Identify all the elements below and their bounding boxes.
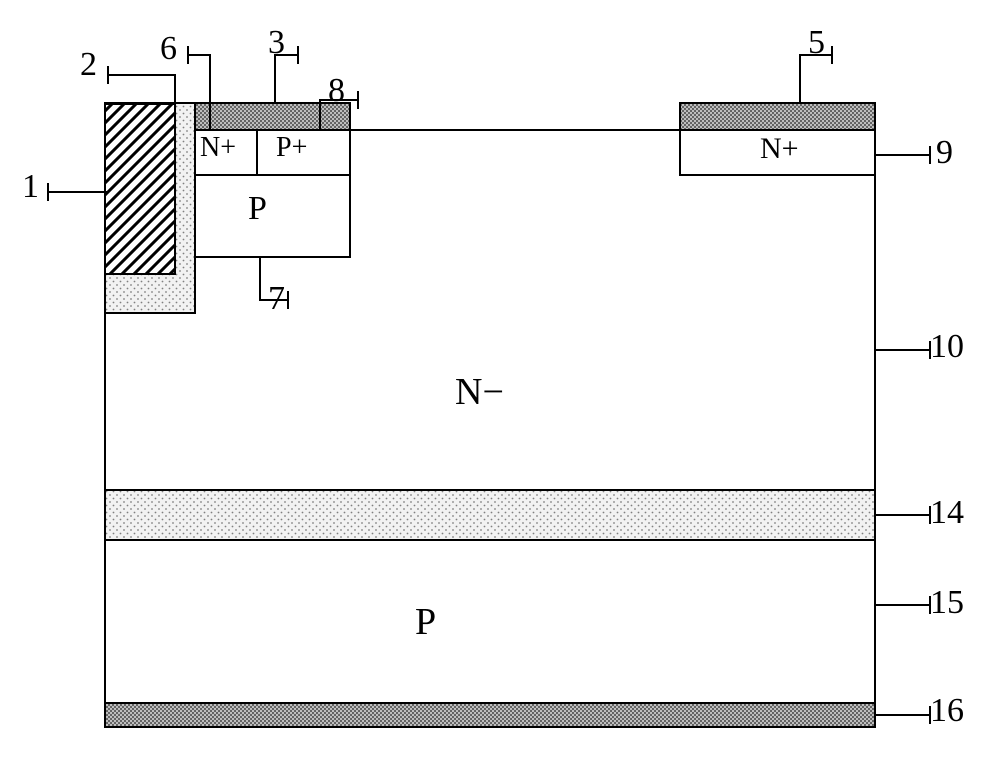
callout-16: 16 [930, 692, 964, 730]
callout-8: 8 [328, 72, 345, 110]
callout-9: 9 [936, 134, 953, 172]
drain-electrode [680, 103, 875, 130]
callout-7: 7 [268, 280, 285, 318]
n-plus-left-label: N+ [200, 132, 236, 164]
diagram-canvas: 1 2 6 3 8 5 7 9 10 14 15 16 N+ P+ P N+ N… [0, 0, 1000, 772]
n-plus-right-label: N+ [760, 132, 799, 166]
callout-2: 2 [80, 46, 97, 84]
callout-14: 14 [930, 494, 964, 532]
callout-6: 6 [160, 30, 177, 68]
p-body-label: P [248, 190, 267, 228]
callout-15: 15 [930, 584, 964, 622]
callout-5: 5 [808, 24, 825, 62]
p-substrate-label: P [415, 600, 436, 644]
p-plus-label: P+ [276, 132, 307, 164]
callout-1: 1 [22, 168, 39, 206]
bottom-electrode [105, 703, 875, 727]
n-minus-label: N− [455, 370, 504, 414]
callout-10: 10 [930, 328, 964, 366]
callout-3: 3 [268, 24, 285, 62]
source-electrode [195, 103, 350, 130]
p-body-region [195, 175, 350, 257]
gate-poly-region [105, 104, 175, 274]
buried-oxide-layer [105, 490, 875, 540]
